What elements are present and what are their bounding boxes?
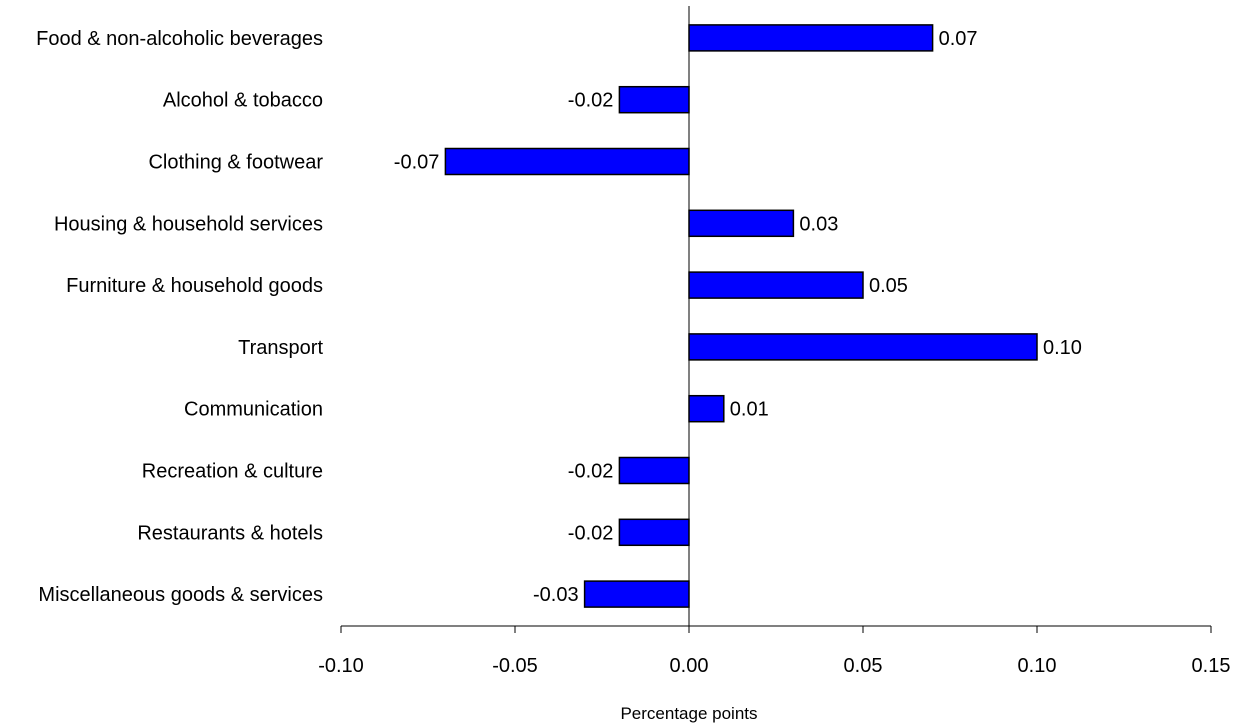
bar xyxy=(688,24,934,52)
category-label: Transport xyxy=(238,337,323,359)
value-labels-group: 0.07 -0.02 -0.07 0.03 0.05 0.10 0.01 -0.02 -0.02… xyxy=(394,28,1082,606)
category-label: Recreation & culture xyxy=(142,461,323,483)
bar xyxy=(444,147,690,176)
value-label: 0.07 xyxy=(939,28,978,50)
value-label: -0.03 xyxy=(533,584,579,606)
value-label: -0.02 xyxy=(568,461,614,483)
category-label: Alcohol & tobacco xyxy=(163,90,323,112)
category-label: Restaurants & hotels xyxy=(137,522,323,544)
x-tick-label: -0.05 xyxy=(492,655,538,677)
category-label: Communication xyxy=(184,399,323,421)
bar xyxy=(688,394,725,423)
value-label: 0.10 xyxy=(1043,337,1082,359)
bar xyxy=(688,271,864,299)
value-label: -0.02 xyxy=(568,522,614,544)
x-tick-label: 0.00 xyxy=(670,655,709,677)
category-label: Furniture & household goods xyxy=(66,275,323,297)
bar xyxy=(688,333,1038,361)
x-tick-label: 0.05 xyxy=(844,655,883,677)
x-tick-label: -0.10 xyxy=(318,655,364,677)
bars-group xyxy=(444,24,1038,608)
x-tick-label: 0.15 xyxy=(1192,655,1231,677)
x-ticks-group: -0.10 -0.05 0.00 0.05 0.10 0.15 xyxy=(318,626,1230,677)
value-label: -0.02 xyxy=(568,90,614,112)
category-label: Clothing & footwear xyxy=(148,152,323,174)
category-label: Miscellaneous goods & services xyxy=(38,584,323,606)
x-tick-label: 0.10 xyxy=(1018,655,1057,677)
value-label: 0.03 xyxy=(799,213,838,235)
value-label: 0.01 xyxy=(730,399,769,421)
x-axis-title: Percentage points xyxy=(620,704,757,723)
category-label: Food & non-alcoholic beverages xyxy=(36,28,323,50)
bar xyxy=(618,456,690,485)
category-labels-group: Food & non-alcoholic beverages Alcohol & … xyxy=(36,28,323,606)
bar xyxy=(583,580,690,608)
value-label: -0.07 xyxy=(394,152,440,174)
bar xyxy=(688,209,795,238)
category-label: Housing & household services xyxy=(54,213,323,235)
bar xyxy=(618,518,690,547)
value-label: 0.05 xyxy=(869,275,908,297)
bar xyxy=(618,85,690,114)
